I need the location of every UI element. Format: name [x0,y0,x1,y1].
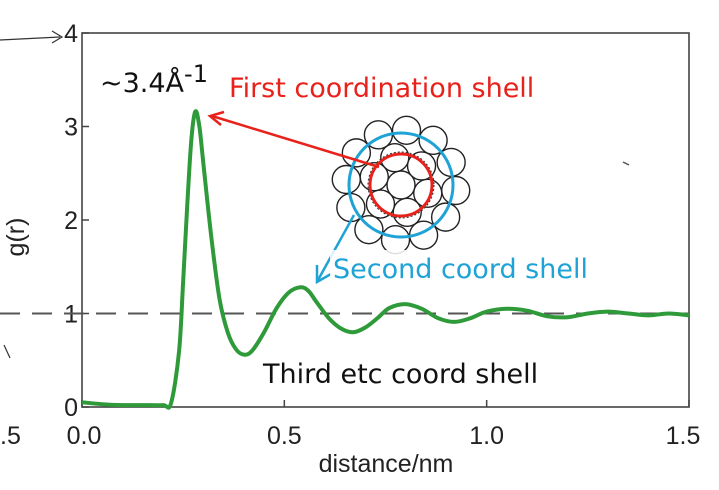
atom-circle [391,115,422,145]
atom-circle [430,202,461,232]
x-tick-label: 1.0 [469,422,504,450]
first-shell-label: First coordination shell [229,73,534,104]
y-tick-label: 0 [64,394,78,422]
first-shell-ring [368,152,434,218]
atom-circle [418,125,448,156]
atom-cluster-diagram [331,115,471,255]
right-edge-mark [622,161,630,166]
second-shell-arrow-line [316,214,356,281]
x-tick-label: 1.5 [666,422,701,450]
atom-circle [354,214,384,245]
atom-circle [441,175,471,206]
second-shell-ring [347,131,455,239]
first-shell-arrowhead [207,110,225,126]
atom-circle [331,164,361,195]
first-shell-dotted-ring [367,151,435,219]
y-axis-label: g(r) [2,218,30,257]
x-axis-label: distance/nm [319,450,454,478]
x-axis-ticks: 0.0 0.5 1.0 1.5 [67,400,701,450]
left-edge-mark [3,344,11,359]
second-shell-label: Second coord shell [333,254,588,285]
third-shell-label: Third etc coord shell [262,359,538,390]
x-tick-label: 0.0 [67,422,102,450]
third-shell-label-bg [258,350,686,392]
overlay-top-line [0,36,61,41]
atom-circle [380,142,410,173]
atom-circle [341,138,372,168]
atom-circle [392,197,422,228]
y-tick-label: 2 [64,207,78,235]
x-tick-label: 0.5 [267,422,302,450]
series-layer [81,109,690,410]
y-tick-label: 3 [64,114,78,142]
atom-circle [380,225,411,255]
second-shell-label-bg [330,250,682,286]
y-tick-label: 4 [64,20,78,48]
y-axis-ticks: 01234 [64,20,89,422]
left-tick-fragment: .5 [0,422,21,450]
first-shell-arrow-line [211,114,380,169]
overlay-top-arrowhead [51,30,64,44]
series-line-gr [81,109,690,410]
second-shell-arrowhead [315,265,332,285]
peak-value-label: ~3.4Å-1 [100,60,208,99]
